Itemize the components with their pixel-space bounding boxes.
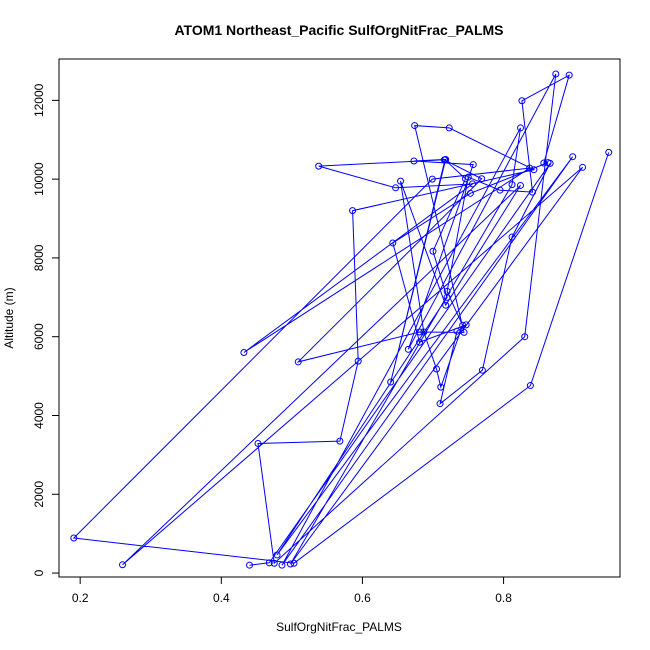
data-point [478,366,486,374]
x-tick-label: 0.8 [495,591,512,605]
y-axis-label: Altitude (m) [2,287,16,348]
data-point [469,161,477,169]
data-point [521,333,529,341]
data-point [286,560,294,568]
y-tick-label: 6000 [32,323,46,350]
data-point [605,148,613,156]
data-point [336,437,344,445]
data-point [315,162,323,170]
data-point [278,561,286,569]
data-point [508,181,516,189]
data-point [119,561,127,569]
data-point [436,400,444,408]
data-point [420,328,428,336]
data-point [469,180,477,188]
data-point [240,348,248,356]
data-point [392,184,400,192]
data-point [552,70,560,78]
x-axis: 0.2 0.4 0.6 0.8 [72,576,512,605]
data-point [528,188,536,196]
data-point [265,559,273,567]
data-point [387,378,395,386]
data-point [410,157,418,165]
data-point [496,186,504,194]
plot-frame [58,58,621,578]
data-point [246,561,254,569]
data-point [437,383,445,391]
data-point [294,358,302,366]
data-point [254,439,262,447]
data-point [464,173,472,181]
y-tick-label: 12000 [32,83,46,117]
x-tick-label: 0.6 [354,591,371,605]
data-point [411,122,419,130]
data-point [517,181,525,189]
x-tick-label: 0.4 [213,591,230,605]
data-point [273,551,281,559]
data-point [518,97,526,105]
data-point [445,124,453,132]
data-point [466,189,474,197]
data-point [579,163,587,171]
data-point [70,534,78,542]
series-line [72,73,610,566]
data-point [462,321,470,329]
data-point [442,301,450,309]
y-tick-label: 2000 [32,481,46,508]
chart-title: ATOM1 Northeast_Pacific SulfOrgNitFrac_P… [174,22,503,38]
data-point [453,327,461,335]
y-tick-label: 10000 [32,162,46,196]
data-point [429,247,437,255]
data-point [428,175,436,183]
data-point [459,321,467,329]
data-point [508,233,516,241]
data-point [389,239,397,247]
data-point [416,338,424,346]
data-point [460,328,468,336]
data-point [354,357,362,365]
data-point [526,382,534,390]
data-point [478,175,486,183]
data-point [349,207,357,215]
data-point [565,71,573,79]
data-point [526,164,534,172]
data-point [433,365,441,373]
y-tick-label: 0 [32,569,46,576]
data-point [530,166,538,174]
x-axis-label: SulfOrgNitFrac_PALMS [276,620,402,634]
data-point [569,153,577,161]
data-point [404,345,412,353]
y-tick-label: 4000 [32,402,46,429]
data-point [441,156,449,164]
data-point [443,287,451,295]
data-point [270,559,278,567]
data-point [546,159,554,167]
y-axis: 0 2000 4000 6000 8000 10000 12000 [32,83,60,576]
data-point [517,124,525,132]
series-layer [70,70,613,569]
data-point [397,177,405,185]
x-tick-label: 0.2 [72,591,89,605]
data-point [290,559,298,567]
y-tick-label: 8000 [32,244,46,271]
data-point [416,328,424,336]
